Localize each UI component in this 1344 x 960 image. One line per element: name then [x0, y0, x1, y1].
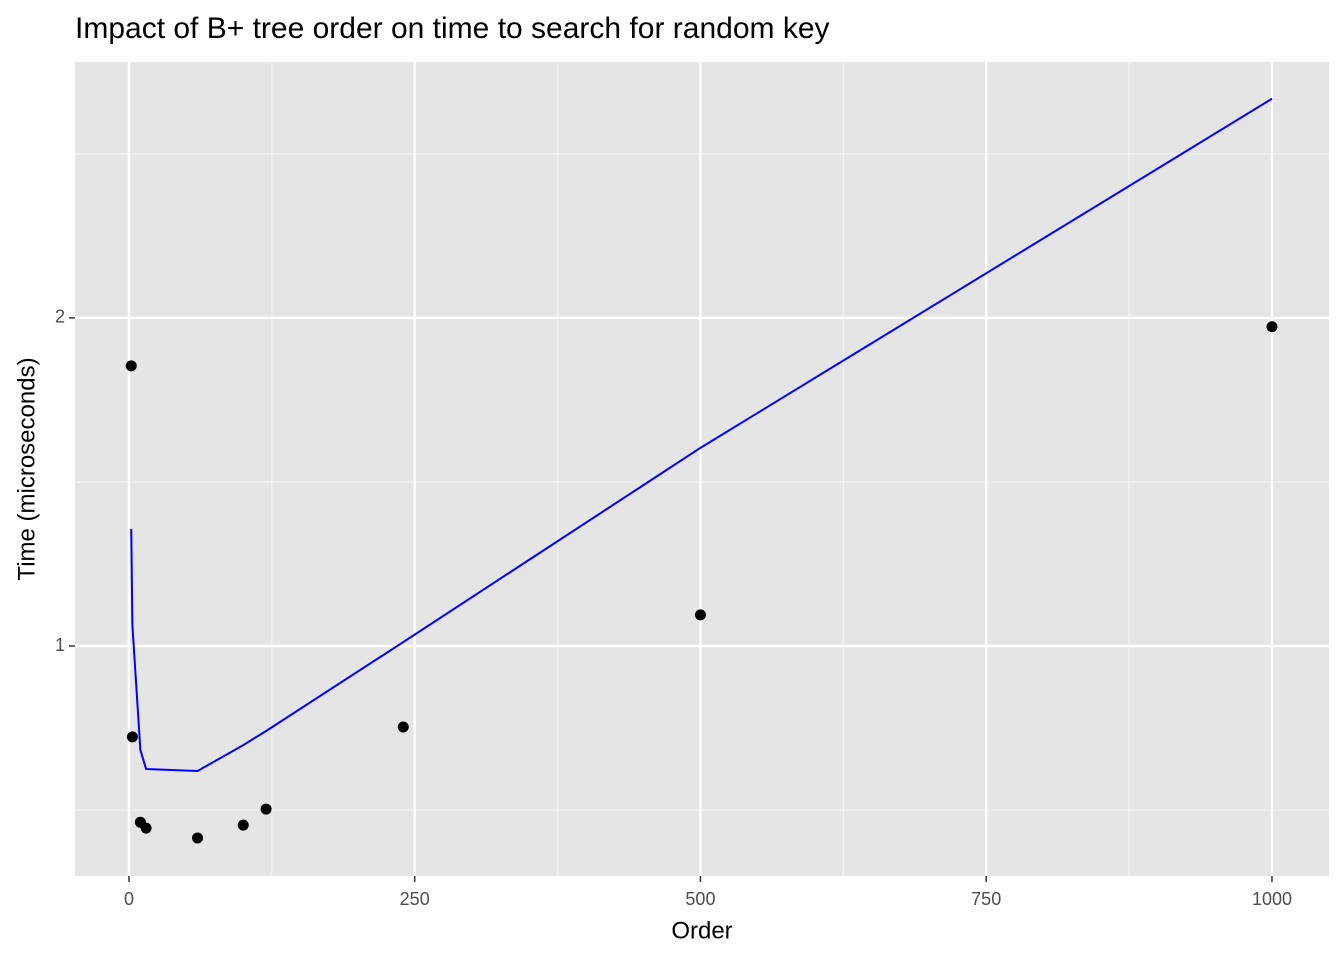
- x-tick-label: 750: [971, 889, 1001, 909]
- y-tick-label: 2: [55, 307, 65, 327]
- x-tick-label: 1000: [1252, 889, 1292, 909]
- point: [1266, 321, 1278, 333]
- point: [397, 721, 409, 733]
- point: [192, 832, 204, 844]
- x-tick-label: 500: [685, 889, 715, 909]
- chart-title: Impact of B+ tree order on time to searc…: [75, 12, 830, 45]
- point: [237, 819, 249, 831]
- point: [126, 731, 138, 743]
- point: [125, 360, 137, 372]
- point: [140, 822, 152, 834]
- y-axis-title: Time (microseconds): [13, 357, 40, 580]
- x-tick-label: 0: [124, 889, 134, 909]
- fit-line: [130, 97, 1273, 773]
- point: [260, 803, 272, 815]
- panel: [75, 62, 1329, 876]
- x-axis-title: Order: [671, 917, 732, 944]
- x-tick-label: 250: [400, 889, 430, 909]
- y-tick-label: 1: [55, 635, 65, 655]
- point: [694, 609, 706, 621]
